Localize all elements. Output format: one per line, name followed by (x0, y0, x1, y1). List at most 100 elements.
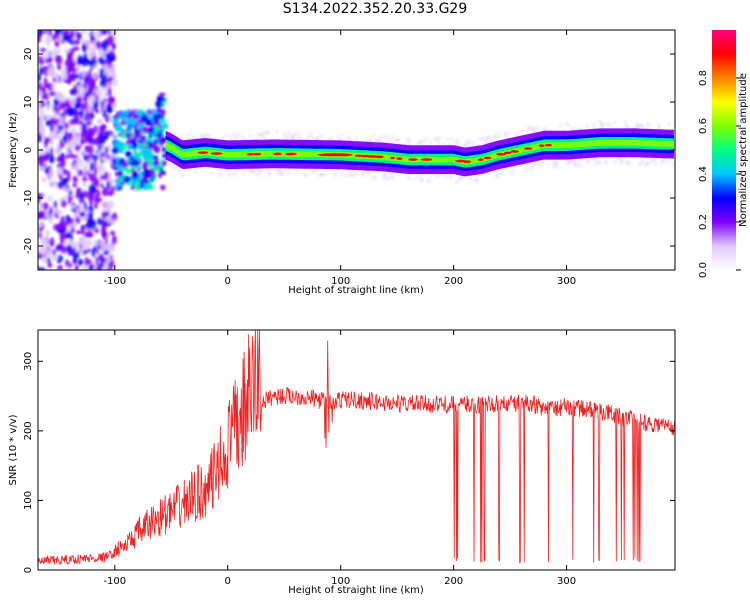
noise-mark (105, 254, 111, 264)
halo-mark (374, 176, 377, 180)
noise-mark (63, 194, 68, 200)
halo-mark (534, 129, 537, 133)
noise-mark (128, 118, 137, 125)
halo-mark (322, 173, 326, 177)
noise-mark (153, 160, 160, 166)
halo-mark (510, 171, 514, 175)
halo-mark (234, 172, 238, 176)
halo-mark (237, 132, 241, 136)
halo-mark (613, 121, 616, 125)
noise-mark (103, 74, 108, 81)
noise-mark (42, 202, 49, 210)
halo-mark (390, 172, 393, 176)
noise-mark (113, 134, 118, 139)
x-tick-label: -100 (103, 576, 126, 587)
halo-mark (277, 169, 280, 173)
noise-mark (72, 175, 78, 184)
noise-mark (113, 166, 118, 171)
halo-mark (466, 138, 470, 142)
noise-mark (114, 124, 122, 131)
colorbar-tick-label: 0.2 (698, 214, 709, 230)
halo-mark (203, 135, 207, 139)
noise-mark (96, 30, 102, 40)
noise-mark (59, 231, 64, 240)
halo-mark (174, 164, 177, 168)
noise-mark (160, 184, 166, 191)
noise-mark (132, 113, 137, 120)
noise-mark (97, 56, 104, 64)
noise-mark (93, 165, 98, 176)
ridge-peak (374, 155, 384, 159)
noise-mark (59, 102, 64, 110)
noise-mark (106, 180, 111, 190)
noise-mark (45, 119, 53, 127)
noise-mark (124, 119, 130, 127)
noise-mark (136, 176, 142, 182)
noise-mark (82, 190, 88, 198)
y-tick-label: 0 (23, 567, 34, 573)
noise-mark (128, 125, 133, 133)
noise-mark (43, 92, 50, 100)
noise-mark (38, 133, 42, 139)
noise-mark (46, 104, 50, 112)
halo-mark (565, 122, 568, 126)
halo-mark (237, 168, 241, 172)
halo-mark (493, 170, 496, 174)
noise-mark (60, 200, 67, 208)
ridge-peak (408, 158, 418, 161)
x-tick-label: 300 (557, 276, 576, 287)
noise-mark (57, 64, 61, 70)
halo-mark (526, 130, 530, 134)
halo-mark (218, 174, 221, 178)
halo-mark (297, 135, 301, 139)
noise-mark (47, 195, 54, 202)
ridge-peak (210, 152, 223, 155)
x-tick-label: 200 (444, 576, 463, 587)
halo-mark (666, 160, 669, 164)
halo-mark (419, 174, 423, 178)
halo-mark (330, 137, 333, 141)
noise-mark (118, 150, 125, 154)
noise-mark (122, 175, 130, 183)
x-tick-label: 100 (331, 576, 350, 587)
halo-mark (187, 133, 191, 137)
noise-mark (150, 125, 155, 133)
halo-mark (209, 135, 213, 139)
halo-mark (415, 176, 418, 180)
noise-mark (77, 169, 83, 176)
halo-mark (369, 137, 373, 141)
noise-mark (45, 137, 52, 143)
noise-mark (75, 30, 79, 39)
noise-mark (91, 154, 99, 161)
noise-mark (108, 56, 115, 62)
y-tick-label: 300 (23, 352, 34, 371)
ridge-peak (483, 156, 492, 160)
heatmap-area (38, 30, 675, 270)
noise-mark (97, 132, 102, 142)
noise-mark (140, 131, 145, 136)
ridge-peak (524, 147, 533, 150)
halo-mark (541, 161, 544, 165)
halo-mark (268, 173, 271, 177)
noise-mark (137, 123, 145, 128)
noise-mark (67, 132, 73, 139)
halo-mark (598, 120, 602, 124)
noise-mark (127, 144, 134, 151)
noise-mark (86, 190, 94, 201)
halo-mark (388, 176, 392, 180)
halo-mark (368, 139, 371, 143)
noise-mark (71, 222, 78, 228)
noise-mark (66, 52, 71, 58)
noise-mark (100, 146, 106, 153)
halo-mark (306, 136, 310, 140)
halo-mark (195, 170, 198, 174)
noise-mark (67, 62, 75, 71)
halo-mark (380, 135, 383, 139)
ridge-peak (285, 152, 297, 156)
noise-mark (108, 115, 113, 122)
noise-mark (154, 167, 161, 172)
noise-mark (80, 225, 85, 236)
noise-mark (79, 159, 84, 168)
x-tick-label: 0 (225, 276, 231, 287)
noise-mark (102, 261, 109, 270)
